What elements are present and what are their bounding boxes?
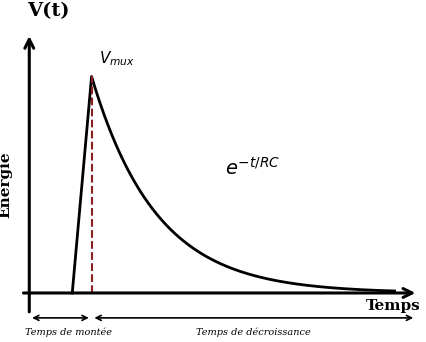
- Text: $V_{mux}$: $V_{mux}$: [99, 49, 135, 68]
- Text: Energie: Energie: [0, 152, 13, 218]
- Text: Temps: Temps: [366, 300, 420, 314]
- Text: Temps de décroissance: Temps de décroissance: [196, 328, 311, 337]
- Text: $e^{-t/RC}$: $e^{-t/RC}$: [225, 157, 280, 179]
- Text: Temps de montée: Temps de montée: [25, 328, 112, 337]
- Text: V(t): V(t): [27, 2, 69, 20]
